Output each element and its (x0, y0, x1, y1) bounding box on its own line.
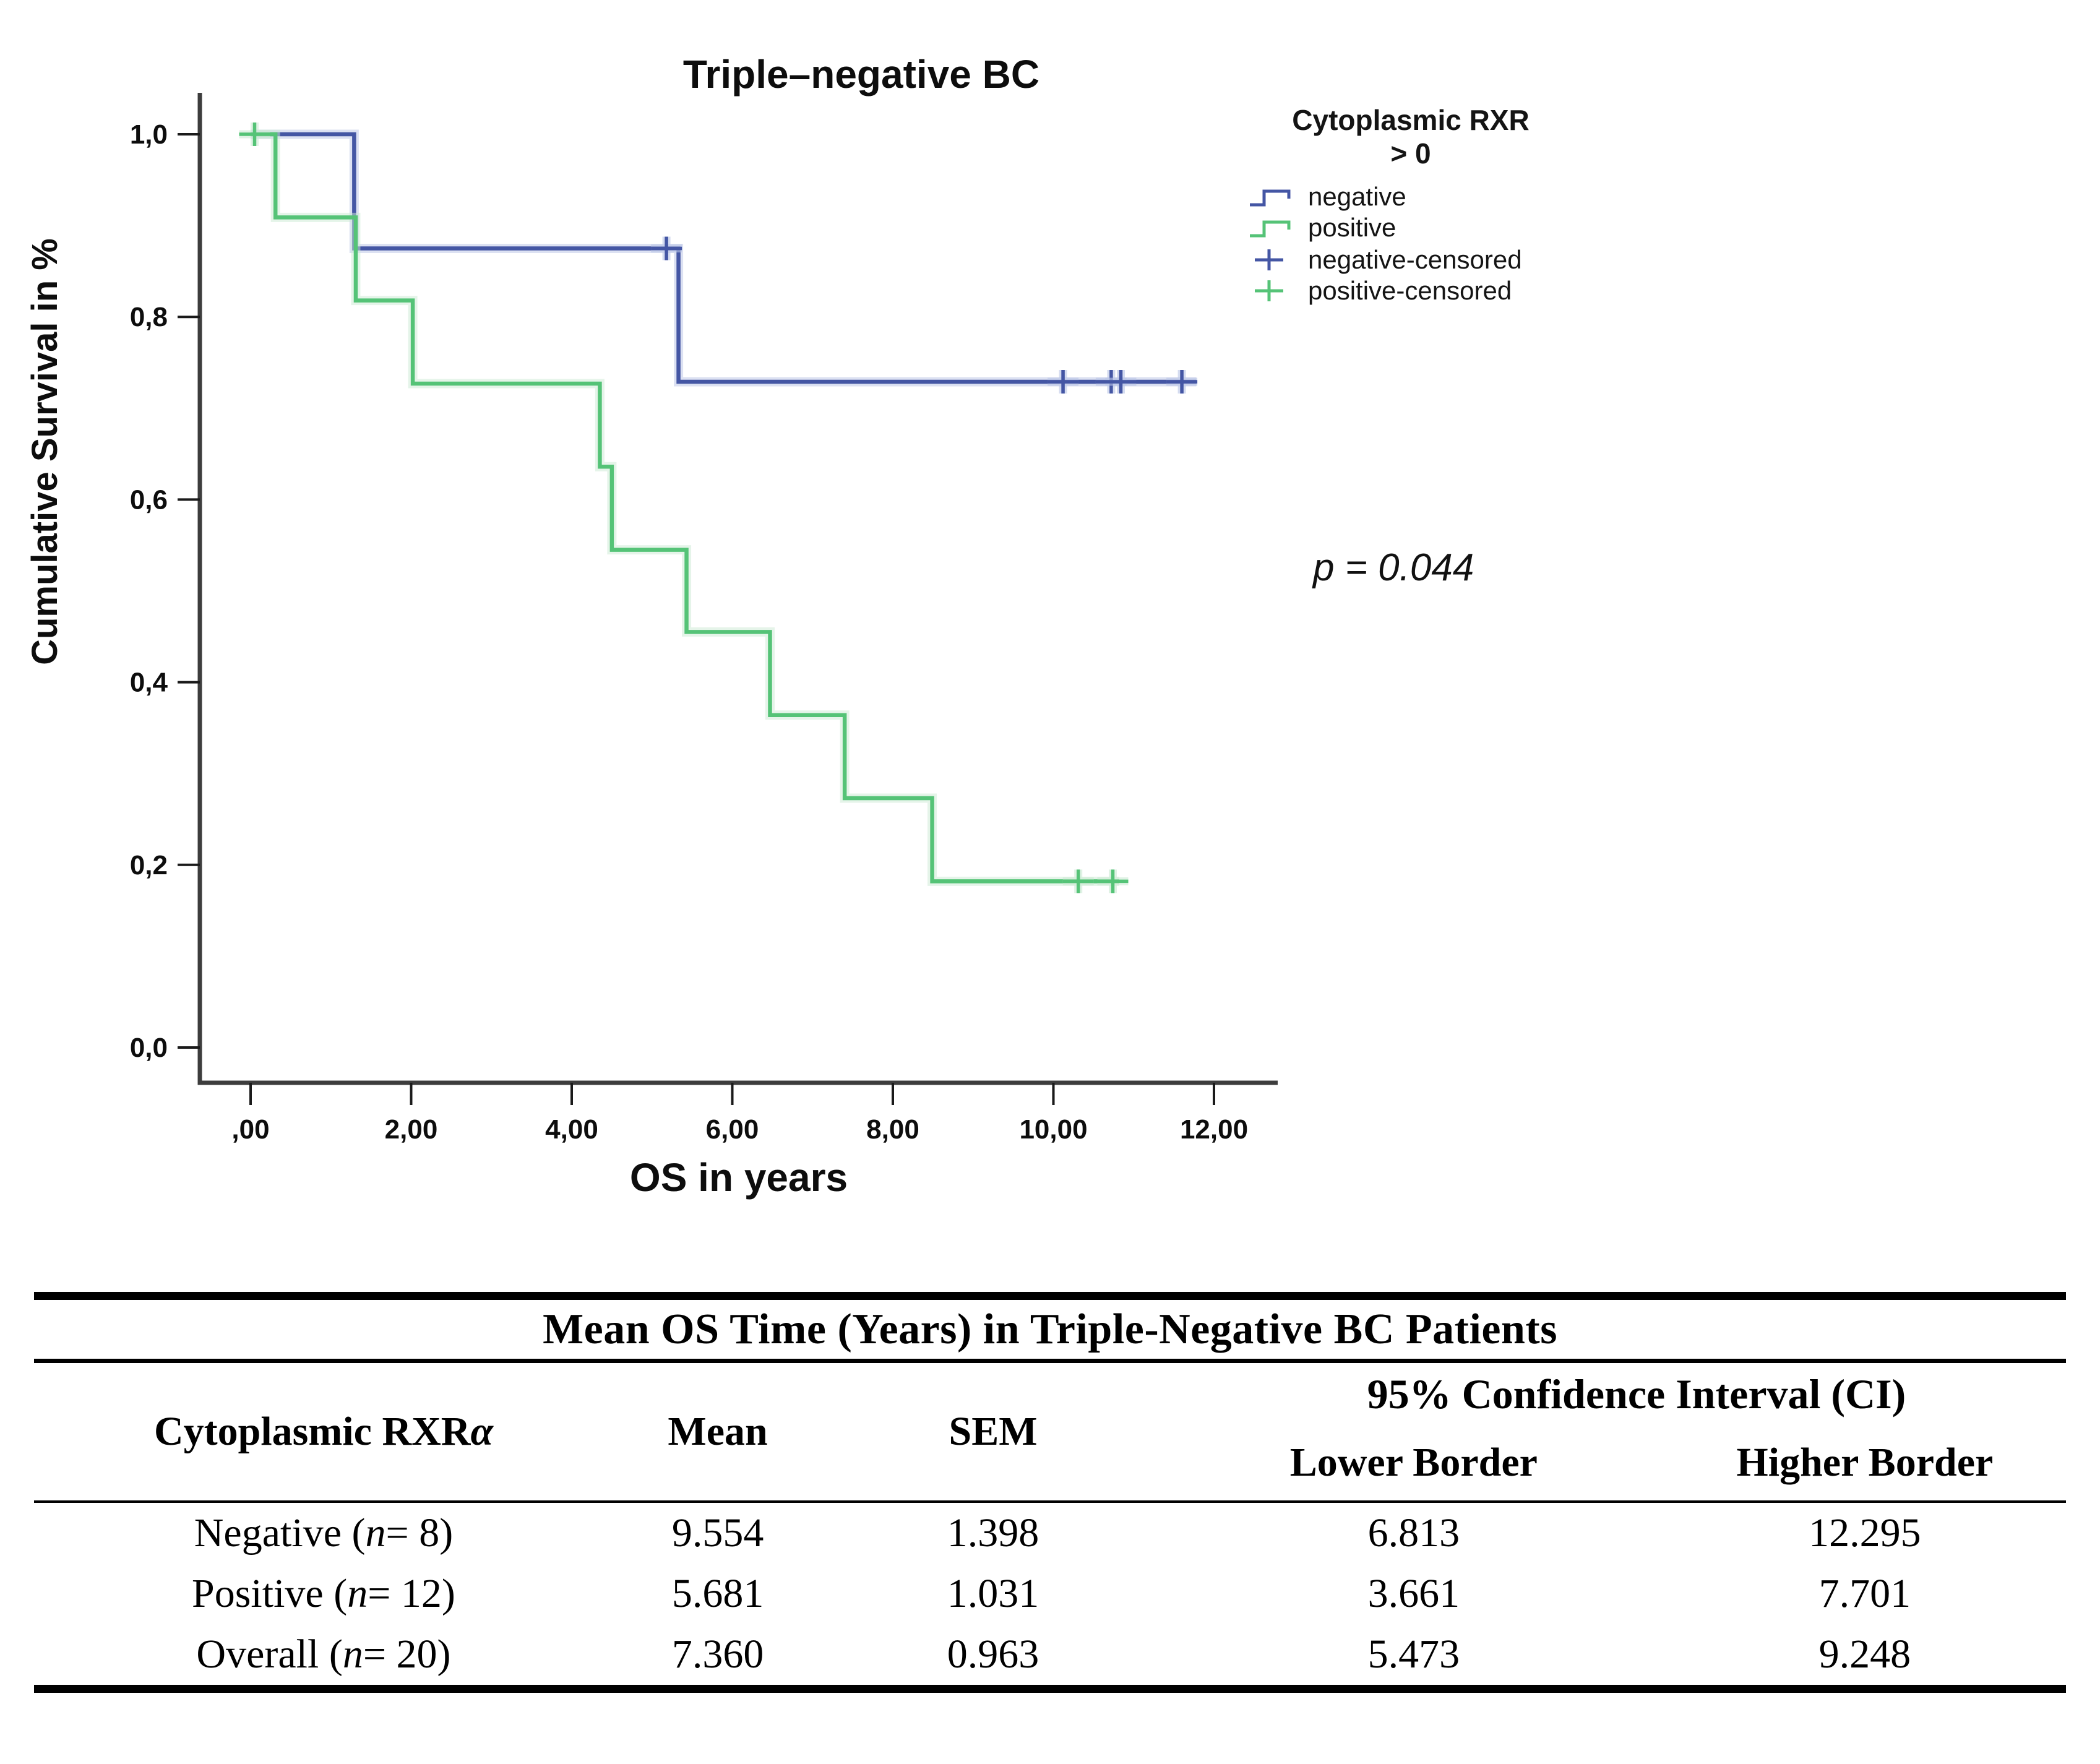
cell-higher: 7.701 (1818, 1571, 1911, 1616)
table-bottom-rule (34, 1685, 2066, 1693)
row-label: Negative (n = 8) (34, 1503, 613, 1564)
row-label-pre: Negative ( (194, 1510, 366, 1555)
cell-mean: 7.360 (671, 1632, 764, 1677)
x-tick-label: 10,00 (1019, 1114, 1087, 1145)
cell-sem: 1.031 (947, 1571, 1039, 1616)
x-tick-label: 8,00 (866, 1114, 919, 1145)
censor-mark-negative (651, 236, 682, 260)
table-row-negative: Negative (n = 8) 9.554 1.398 6.813 12.29… (34, 1503, 2066, 1564)
x-tick-label: 4,00 (545, 1114, 598, 1145)
x-tick-label: 12,00 (1180, 1114, 1248, 1145)
censor-mark-positive (1062, 869, 1094, 893)
censor-mark-negative (1105, 369, 1137, 394)
row-label: Positive (n = 12) (34, 1564, 613, 1624)
y-tick-label: 0,0 (130, 1033, 168, 1063)
header-alpha: α (470, 1409, 493, 1454)
plot-dynamic-layer: 1,0 0,8 0,6 0,4 0,2 0,0 ,00 2,00 4,00 6,00 8,00 10,… (130, 93, 1522, 1145)
table-row-positive: Positive (n = 12) 5.681 1.031 3.661 7.70… (34, 1564, 2066, 1624)
p-value-annotation: p = 0.044 (1312, 546, 1474, 589)
cell-higher: 9.248 (1818, 1632, 1911, 1677)
header-cytoplasmic-rxra: Cytoplasmic RXR α (34, 1363, 613, 1500)
cell-higher: 12.295 (1809, 1510, 1921, 1555)
chart-title: Triple–negative BC (683, 52, 1039, 97)
table-header: Cytoplasmic RXR α Mean SEM 95% Confidence… (34, 1363, 2066, 1500)
legend-label-negative-censored: negative-censored (1308, 245, 1522, 274)
cell-lower: 5.473 (1367, 1632, 1460, 1677)
table-row-overall: Overall (n = 20) 7.360 0.963 5.473 9.248 (34, 1624, 2066, 1685)
row-label-post: = 12) (368, 1571, 455, 1616)
row-label: Overall (n = 20) (34, 1624, 613, 1685)
x-tick-label: 2,00 (385, 1114, 438, 1145)
table-body: Negative (n = 8) 9.554 1.398 6.813 12.29… (34, 1503, 2066, 1685)
legend-title-line2: > 0 (1390, 137, 1431, 170)
table-title: Mean OS Time (Years) in Triple-Negative … (543, 1305, 1557, 1353)
legend-label-positive: positive (1308, 213, 1396, 242)
x-tick-label: ,00 (231, 1114, 269, 1145)
censor-mark-positive (1097, 869, 1129, 893)
cell-sem: 0.963 (947, 1632, 1039, 1677)
km-survival-plot: Triple–negative BC Cumulative Survival i… (25, 52, 1530, 1200)
table-title-rule (34, 1359, 2066, 1363)
header-mean: Mean (668, 1409, 768, 1454)
survival-curve-positive (251, 132, 1119, 884)
survival-curve-negative (251, 132, 1197, 384)
cell-sem: 1.398 (947, 1510, 1039, 1555)
legend-label-positive-censored: positive-censored (1308, 276, 1512, 305)
row-label-n: n (342, 1632, 363, 1677)
header-confidence-interval: 95% Confidence Interval (CI) (1367, 1370, 1906, 1418)
cell-lower: 6.813 (1367, 1510, 1460, 1555)
y-tick-label: 0,8 (130, 302, 168, 332)
mean-os-table: Mean OS Time (Years) in Triple-Negative … (34, 1292, 2066, 1693)
row-label-pre: Positive ( (192, 1571, 348, 1616)
legend-label-negative: negative (1308, 182, 1406, 211)
y-tick-label: 0,4 (130, 668, 168, 698)
y-tick-label: 0,2 (130, 850, 168, 880)
legend-title-line1: Cytoplasmic RXR (1292, 104, 1529, 136)
censor-mark-negative (1166, 369, 1198, 394)
row-label-post: = 20) (363, 1632, 451, 1677)
y-tick-label: 0,6 (130, 484, 168, 515)
row-label-n: n (365, 1510, 386, 1555)
censor-mark-positive (239, 123, 270, 146)
table-header-rule (34, 1500, 2066, 1503)
row-label-pre: Overall ( (196, 1632, 343, 1677)
axis-lines (197, 93, 1278, 1085)
row-label-post: = 8) (385, 1510, 454, 1555)
header-col1-text: Cytoplasmic RXR (153, 1409, 471, 1454)
table-top-rule (34, 1292, 2066, 1300)
x-tick-label: 6,00 (706, 1114, 759, 1145)
row-label-n: n (347, 1571, 368, 1616)
header-sem: SEM (949, 1409, 1038, 1454)
legend-negative-plus-icon (1255, 249, 1283, 270)
legend-positive-step-icon (1250, 220, 1291, 238)
header-higher-border: Higher Border (1736, 1440, 1994, 1485)
cell-mean: 5.681 (671, 1571, 764, 1616)
survival-curve-halo-negative (251, 129, 1197, 387)
x-axis-title: OS in years (630, 1155, 848, 1200)
cell-mean: 9.554 (671, 1510, 764, 1555)
cell-lower: 3.661 (1367, 1571, 1460, 1616)
legend-negative-step-icon (1250, 189, 1291, 207)
censor-mark-negative (1048, 369, 1079, 394)
legend-positive-plus-icon (1255, 280, 1283, 301)
header-lower-border: Lower Border (1289, 1440, 1538, 1485)
y-tick-label: 1,0 (130, 119, 168, 150)
y-axis-title: Cumulative Survival in % (25, 238, 65, 665)
